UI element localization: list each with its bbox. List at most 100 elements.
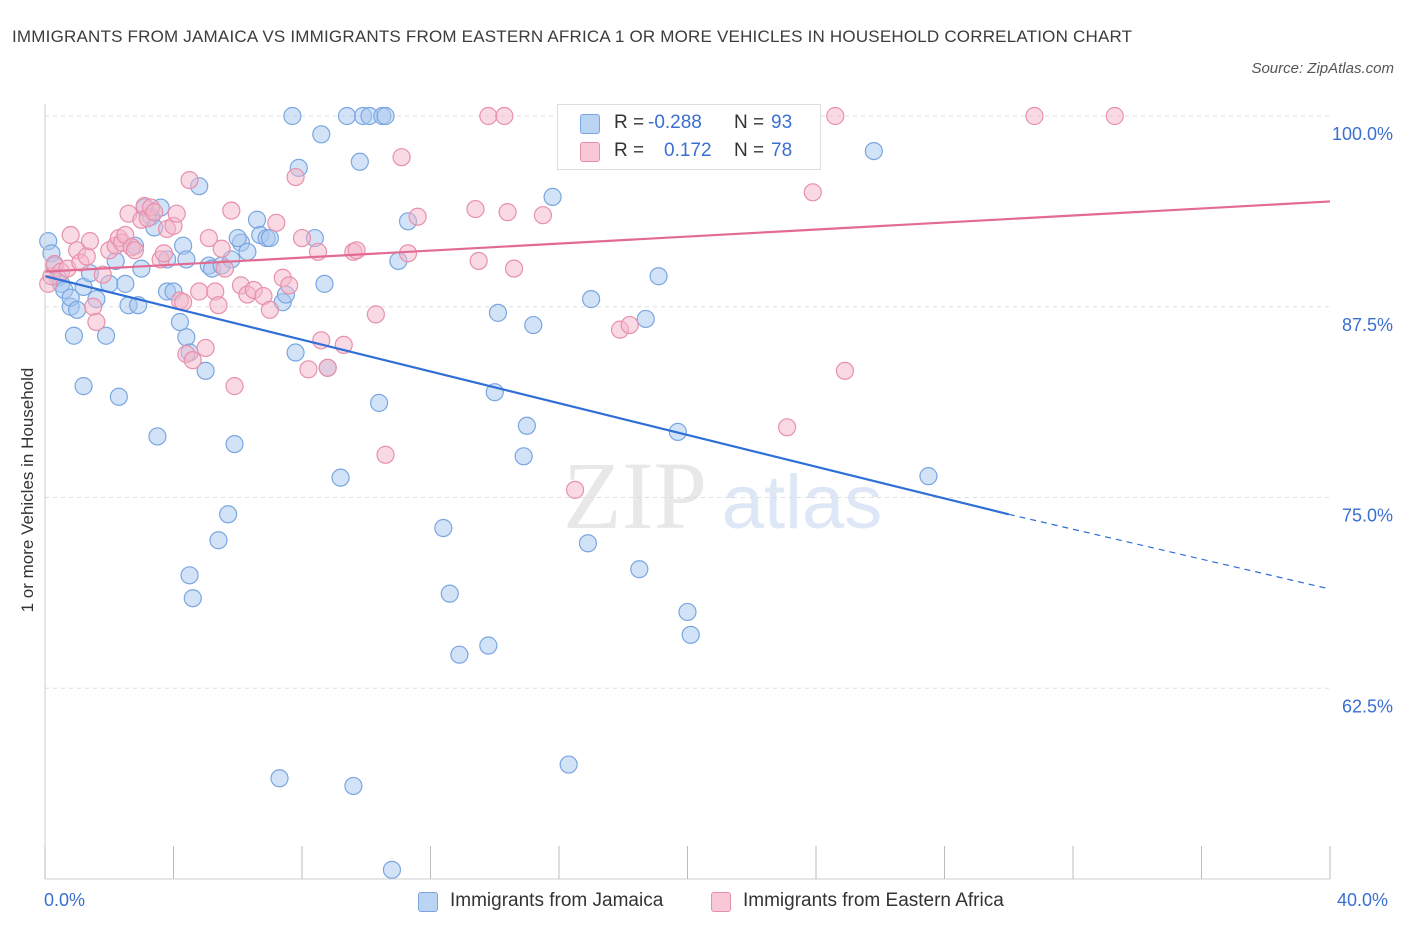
eastern-africa-point [222,201,241,220]
eastern-africa-point [225,377,244,396]
jamaica-point [488,303,508,322]
n-label: N = [734,140,765,161]
r-label: R = [614,140,645,161]
eastern-africa-point [80,232,100,251]
jamaica-point [630,560,649,579]
jamaica-point [219,505,238,524]
eastern-africa-point [212,239,231,258]
jamaica-legend-swatch [418,892,438,912]
y-tick-label: 62.5% [1342,696,1393,716]
jamaica-point [864,141,883,161]
eastern-africa-r-value: 0.172 [664,140,712,161]
jamaica-point [74,377,93,396]
eastern-africa-point [77,247,96,266]
y-tick-label: 87.5% [1342,315,1393,335]
eastern-africa-point [61,225,80,245]
jamaica-point [681,625,700,644]
legend-label-jamaica: Immigrants from Jamaica [450,890,664,911]
eastern-africa-point [145,203,164,222]
jamaica-point [283,106,302,126]
jamaica-point [434,518,453,538]
points-layer [39,106,1124,879]
eastern-africa-n-value: 78 [771,140,793,161]
jamaica-trend-line [44,275,1010,516]
eastern-africa-point [267,213,286,232]
jamaica-r-value: -0.288 [648,112,702,133]
eastern-africa-point [376,445,395,464]
jamaica-point [177,250,196,269]
eastern-africa-point [498,203,517,222]
jamaica-point [247,210,267,229]
y-tick-label: 75.0% [1342,506,1393,526]
eastern-africa-point [183,351,202,370]
jamaica-point [524,315,543,335]
jamaica-point [109,387,128,406]
legend-label-eastern-africa: Immigrants from Eastern Africa [743,890,1004,911]
eastern-africa-legend-swatch [711,892,731,912]
jamaica-n-value: 93 [771,112,793,133]
jamaica-point [514,447,533,466]
eastern-africa-point [408,207,427,226]
jamaica-point [479,636,498,655]
jamaica-point [286,343,305,362]
jamaica-point [68,300,87,319]
jamaica-point [180,566,199,585]
eastern-africa-point [190,282,209,301]
jamaica-trend-line-extension [1008,513,1331,590]
jamaica-point [440,584,459,603]
jamaica-point [337,106,357,126]
eastern-africa-point [84,297,103,316]
jamaica-point [315,274,334,293]
jamaica-point [183,589,202,608]
jamaica-point [919,467,938,486]
eastern-africa-point [1025,106,1044,126]
eastern-africa-point [209,296,228,315]
eastern-africa-point [392,148,411,167]
watermark-atlas: atlas [722,460,883,545]
jamaica-point [64,326,84,345]
eastern-africa-point [260,300,279,319]
jamaica-point [238,242,257,261]
jamaica-point [312,125,331,144]
eastern-africa-point [466,199,485,219]
jamaica-point [331,468,350,487]
eastern-africa-point [199,228,218,248]
jamaica-point [350,152,369,171]
eastern-africa-point [167,204,186,223]
jamaica-point [96,326,116,345]
eastern-africa-point [318,358,337,377]
jamaica-point [225,434,244,454]
eastern-africa-point [1105,106,1124,126]
jamaica-point [170,312,190,332]
eastern-africa-point [215,259,234,278]
eastern-africa-point [835,361,855,380]
jamaica-point [582,290,601,309]
stats-legend: R = -0.288 N = 93 R = 0.172 N = 78 [557,104,821,170]
eastern-africa-point [777,418,797,437]
jamaica-point [376,106,395,126]
jamaica-point [148,427,167,446]
jamaica-point [543,187,562,206]
eastern-africa-point [154,244,173,263]
jamaica-point [649,267,668,286]
eastern-africa-point [366,305,385,324]
x-tick-min: 0.0% [44,890,86,910]
eastern-africa-point [495,106,514,126]
eastern-africa-point [826,106,845,126]
jamaica-point [517,416,536,435]
watermark-zip: ZIP [563,442,707,549]
eastern-africa-point [347,241,366,260]
jamaica-point [270,769,289,788]
jamaica-point [260,228,279,248]
eastern-africa-swatch [580,142,600,162]
jamaica-point [678,602,697,622]
chart-title: IMMIGRANTS FROM JAMAICA VS IMMIGRANTS FR… [12,27,1133,46]
eastern-africa-point [469,251,488,271]
eastern-africa-point [125,241,145,260]
jamaica-point [636,309,655,329]
eastern-africa-point [803,183,822,202]
eastern-africa-point [398,244,418,263]
jamaica-point [382,860,402,879]
eastern-africa-point [292,228,312,248]
